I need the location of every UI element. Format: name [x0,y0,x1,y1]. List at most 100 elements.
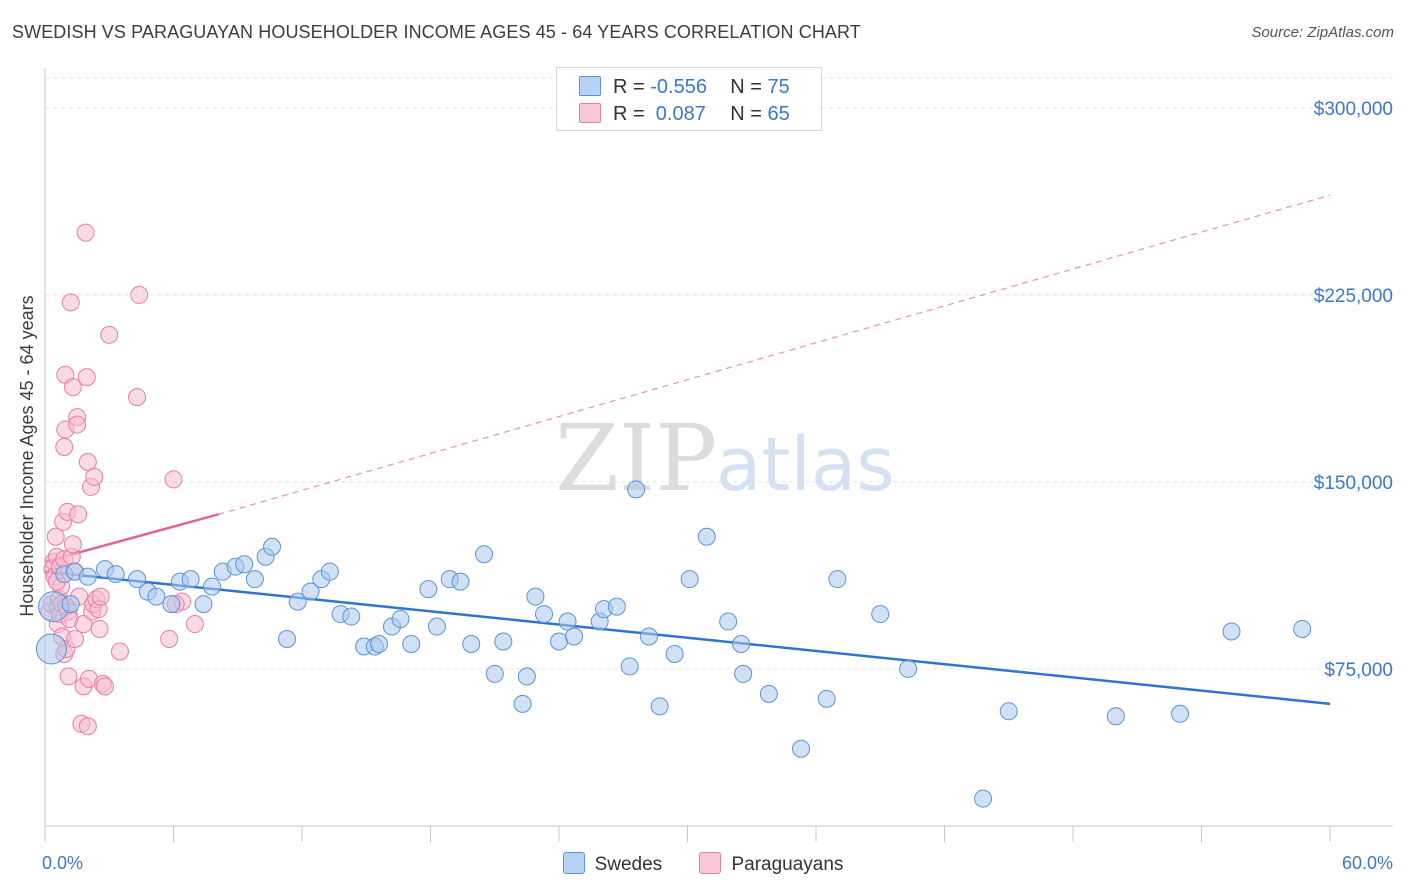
swedes-point [650,697,669,716]
swedes-point [263,537,282,556]
paraguayans-point [128,388,147,407]
legend-r-label: R = [613,103,651,125]
swedes-point [1222,622,1241,641]
paraguayans-point [85,467,104,486]
swedes-point [732,634,751,653]
x-tick-label-max: 60.0% [1342,853,1393,873]
paraguayans-point [76,223,95,242]
series-legend: Swedes Paraguayans [0,852,1406,876]
paraguayans-point [68,415,87,434]
legend-r-value-swedes: -0.556 [650,76,707,98]
paraguayans-point [77,368,96,387]
paraguayans-points [40,223,204,736]
y-tick-label: $75,000 [1324,660,1393,681]
swedes-point [128,570,147,589]
paraguayans-point [55,438,74,457]
watermark-atlas: atlas [716,422,895,508]
paraguayans-point [90,620,109,639]
legend-row-paraguayans: R = 0.087 N = 65 [579,103,790,127]
paraguayans-trend-extension [218,194,1331,515]
swedes-point [719,612,738,631]
legend-row-swedes: R = -0.556 N = 75 [579,76,790,100]
swedes-point [61,595,80,614]
source-credit: Source: ZipAtlas.com [1251,24,1394,41]
swedes-point [320,562,339,581]
correlation-legend: R = -0.556 N = 75 R = 0.087 N = 65 [556,67,822,131]
swedes-point [513,694,532,713]
swedes-point [278,630,297,648]
y-tick-labels: $75,000 $150,000 $225,000 $300,000 [1314,99,1393,681]
swedes-point [828,570,847,589]
paraguayans-point [130,285,149,304]
swedes-swatch [579,76,601,96]
paraguayans-legend-label: Paraguayans [731,854,844,875]
swedes-point [475,545,494,564]
swedes-point [665,644,684,663]
swedes-point [194,595,213,614]
swedes-points [35,480,1312,808]
paraguayans-point [185,615,204,634]
swedes-point [245,570,264,589]
swedes-point [181,570,200,589]
paraguayans-point [59,667,78,686]
swedes-point [974,789,993,808]
swedes-point [734,664,753,683]
paraguayans-point [110,642,129,661]
swedes-point [526,587,545,606]
y-tick-label: $300,000 [1314,99,1393,120]
swedes-point [627,480,646,499]
swedes-point [607,597,626,616]
swedes-point [899,659,918,678]
series-legend-swedes[interactable]: Swedes [562,852,663,876]
swedes-trend-line [44,570,1331,706]
legend-r-value-paraguayans: 0.087 [650,103,706,125]
swedes-point [620,657,639,676]
swedes-point [792,739,811,758]
watermark: ZIP atlas [555,405,895,512]
paraguayans-point [65,630,84,648]
swedes-point [419,580,438,599]
swedes-point [301,582,320,601]
swedes-point [817,689,836,708]
paraguayans-point [78,717,97,736]
paraguayans-point [91,587,110,606]
y-tick-label: $150,000 [1314,473,1393,494]
swedes-point [370,634,389,653]
series-legend-paraguayans[interactable]: Paraguayans [699,852,843,876]
x-tick-label-min: 0.0% [42,853,83,873]
paraguayans-point [160,630,179,648]
swedes-point [106,565,125,584]
swedes-legend-label: Swedes [594,854,663,875]
swedes-point [550,632,568,651]
swedes-point [564,627,583,646]
swedes-point [162,595,181,614]
swedes-point [35,633,67,665]
swedes-point [235,555,254,574]
y-axis-label: Householder Income Ages 45 - 64 years [17,295,37,616]
swedes-point [535,605,554,624]
swedes-point [391,610,410,629]
paraguayans-point [69,505,88,524]
legend-n-value-paraguayans: 65 [767,103,790,125]
swedes-point [1106,707,1125,726]
swedes-legend-swatch [562,852,585,874]
y-tick-label: $225,000 [1314,286,1393,307]
swedes-point [451,572,470,591]
paraguayans-point [78,452,97,471]
swedes-point [558,612,577,631]
chart-title: SWEDISH VS PARAGUAYAN HOUSEHOLDER INCOME… [12,22,861,42]
swedes-point [485,664,504,683]
paraguayans-legend-swatch [699,852,722,874]
swedes-point [203,577,222,596]
swedes-point [427,617,446,636]
legend-n-label: N = [730,103,768,125]
legend-r-label: R = [613,76,651,98]
swedes-point [1293,620,1312,639]
paraguayans-point [63,378,82,397]
swedes-point [697,527,716,546]
paraguayans-point [74,615,93,634]
paraguayans-point [164,470,183,489]
paraguayans-point [63,535,82,554]
swedes-point [462,634,481,653]
